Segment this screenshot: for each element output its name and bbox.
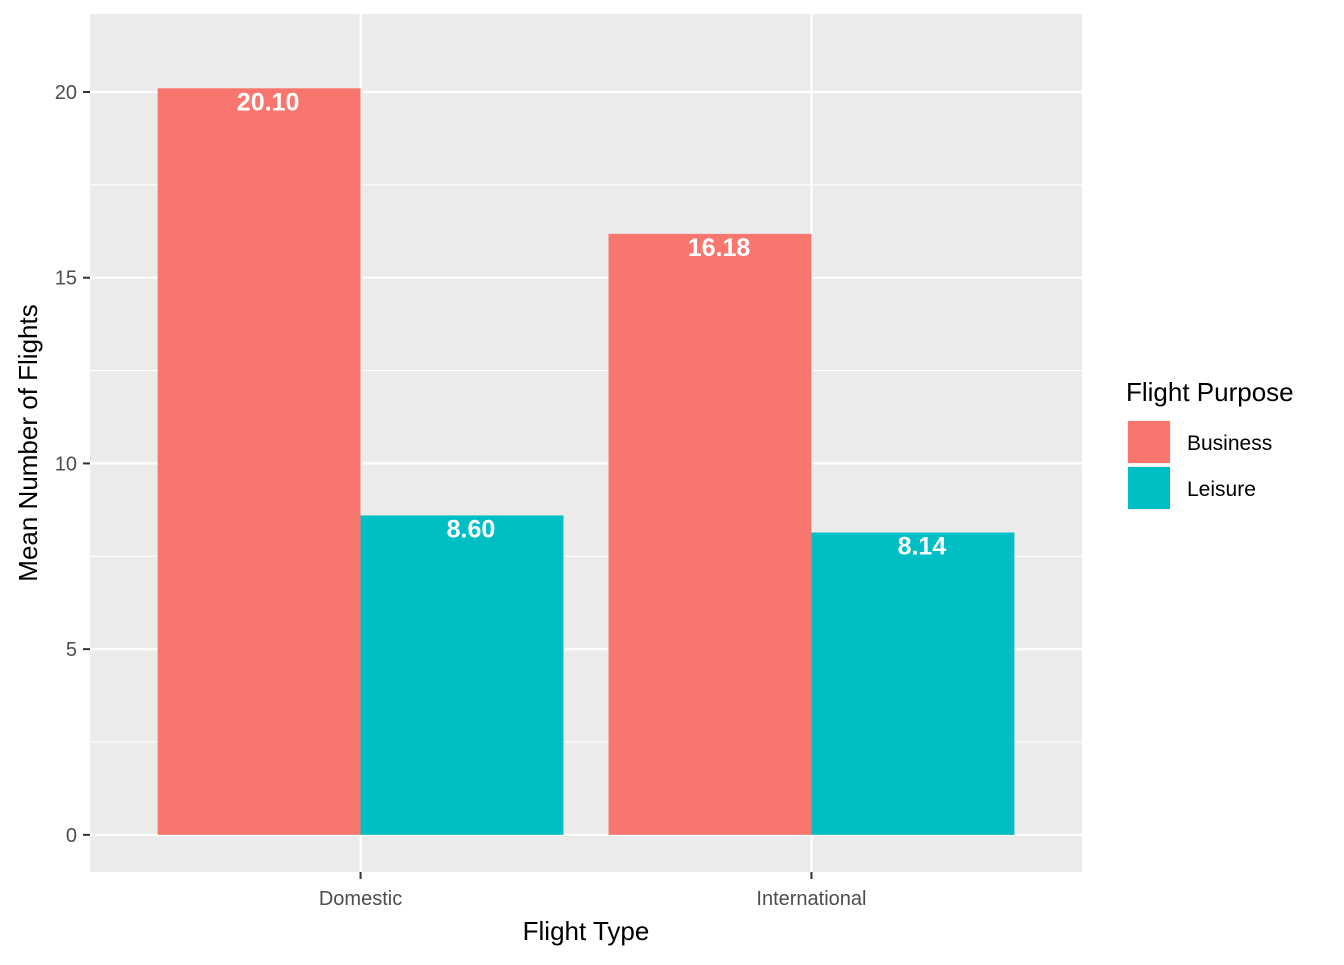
bar-business-domestic — [157, 88, 361, 835]
legend-items: Business Leisure — [1127, 420, 1272, 510]
y-axis: 0 5 10 15 20 — [55, 82, 90, 847]
y-tick-label: 10 — [55, 453, 77, 475]
legend-swatch-business — [1128, 421, 1170, 463]
x-axis: Domestic International — [319, 872, 866, 910]
x-tick-label: Domestic — [319, 888, 402, 910]
bar-leisure-international — [811, 532, 1015, 835]
bars — [157, 88, 1015, 835]
data-labels: 20.10 16.18 8.60 8.14 — [237, 88, 947, 560]
x-tick-label: International — [756, 888, 866, 910]
legend-label-leisure: Leisure — [1187, 478, 1256, 501]
legend-title: Flight Purpose — [1126, 377, 1294, 407]
bar-leisure-domestic — [360, 515, 564, 835]
data-label: 16.18 — [688, 234, 751, 262]
y-tick-label: 15 — [55, 268, 77, 290]
legend-swatch-leisure — [1128, 467, 1170, 509]
y-axis-title: Mean Number of Flights — [13, 304, 43, 581]
legend: Flight Purpose Business Leisure — [1126, 377, 1294, 510]
data-label: 8.14 — [898, 533, 947, 561]
y-tick-label: 20 — [55, 82, 77, 104]
bar-business-international — [608, 233, 812, 835]
data-label: 8.60 — [447, 515, 496, 543]
y-tick-label: 5 — [66, 639, 77, 661]
x-axis-title: Flight Type — [523, 916, 650, 946]
data-label: 20.10 — [237, 88, 300, 116]
legend-label-business: Business — [1187, 432, 1272, 455]
y-tick-label: 0 — [66, 825, 77, 847]
